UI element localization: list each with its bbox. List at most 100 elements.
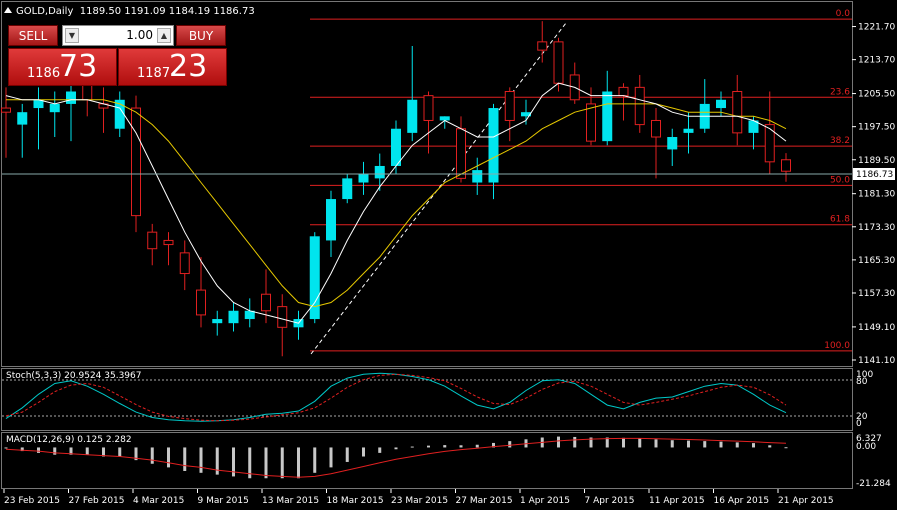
stoch-level-0: 0 bbox=[856, 419, 862, 429]
time-tick-label: 1 Apr 2015 bbox=[520, 496, 570, 506]
candle-body-bull bbox=[358, 174, 369, 183]
macd-bar bbox=[37, 447, 40, 453]
macd-bar bbox=[475, 444, 479, 448]
candle-body-bull bbox=[212, 319, 223, 324]
sell-button[interactable]: SELL bbox=[8, 25, 58, 46]
macd-bar bbox=[654, 439, 658, 448]
macd-bar bbox=[427, 445, 430, 448]
price-tick-label: 1141.10 bbox=[858, 356, 895, 366]
macd-bar bbox=[703, 441, 707, 448]
buy-button[interactable]: BUY bbox=[176, 25, 226, 46]
candle-body-bull bbox=[716, 99, 726, 109]
symbol-label: GOLD,Daily bbox=[16, 6, 74, 17]
candle-body-bear bbox=[504, 91, 515, 121]
candle-body-bear bbox=[781, 159, 791, 172]
time-tick-label: 7 Apr 2015 bbox=[585, 496, 635, 506]
macd-bar bbox=[199, 447, 203, 473]
candle-body-bull bbox=[683, 128, 694, 133]
buy-price-button[interactable]: 1187 23 bbox=[118, 48, 227, 86]
price-axis: 1221.70 1213.70 1205.50 1197.50 1189.50 1181.… bbox=[852, 23, 895, 366]
candle-body-bull bbox=[326, 199, 336, 241]
lot-decrease-icon[interactable]: ▼ bbox=[65, 28, 79, 43]
candle-body-bear bbox=[277, 306, 288, 328]
sell-price-pips: 73 bbox=[59, 49, 98, 84]
time-tick-label: 13 Mar 2015 bbox=[262, 496, 319, 506]
macd-bar bbox=[768, 445, 772, 448]
macd-bar bbox=[573, 436, 577, 448]
stoch-level-20-label: 20 bbox=[856, 412, 868, 422]
candle-body-bear bbox=[131, 107, 141, 217]
candle-body-bull bbox=[309, 236, 320, 320]
stoch-signal-line bbox=[5, 373, 787, 422]
stoch-main-line bbox=[5, 372, 787, 422]
lot-size-field[interactable]: ▼ 1.00 ▲ bbox=[62, 25, 174, 46]
fib-level-label: 61.8 bbox=[830, 215, 850, 225]
macd-bar bbox=[264, 447, 268, 479]
fib-level-label: 0.0 bbox=[836, 9, 851, 19]
macd-bar bbox=[589, 437, 593, 448]
price-tick-label: 1197.50 bbox=[858, 123, 895, 133]
stoch-panel-border bbox=[1, 368, 853, 431]
macd-bar bbox=[69, 447, 73, 455]
time-tick-label: 21 Apr 2015 bbox=[778, 496, 834, 506]
time-tick-label: 23 Feb 2015 bbox=[4, 496, 60, 506]
sell-price-button[interactable]: 1186 73 bbox=[8, 48, 117, 86]
macd-bar bbox=[183, 447, 187, 471]
current-price-tag bbox=[853, 168, 895, 180]
time-tick-label: 18 Mar 2015 bbox=[327, 496, 384, 506]
macd-level-top: 6.327 bbox=[856, 434, 882, 444]
candle-body-bear bbox=[179, 252, 190, 275]
macd-bar bbox=[85, 447, 89, 455]
macd-bar bbox=[557, 436, 560, 448]
macd-signal-line bbox=[5, 437, 787, 478]
candle-body-bear bbox=[732, 91, 743, 134]
candle-body-bull bbox=[667, 137, 678, 150]
macd-level-zero: 0.00 bbox=[856, 442, 876, 452]
macd-bar bbox=[410, 446, 414, 448]
candle-body-bull bbox=[17, 112, 28, 125]
time-tick-label: 11 Apr 2015 bbox=[649, 496, 705, 506]
candle-body-bear bbox=[651, 119, 661, 138]
fibonacci-retracement[interactable]: 0.0 23.6 38.2 50.0 61.8 100.0 bbox=[310, 9, 852, 352]
time-tick-label: 4 Mar 2015 bbox=[133, 496, 184, 506]
candle-body-bull bbox=[602, 91, 613, 142]
candle-body-bear bbox=[163, 239, 174, 246]
stoch-level-100: 100 bbox=[856, 370, 873, 380]
buy-price-major: 1187 bbox=[137, 66, 171, 81]
candle-body-bull bbox=[66, 91, 76, 104]
price-tick-label: 1205.50 bbox=[858, 90, 895, 100]
macd-bar bbox=[784, 447, 788, 449]
candle-body-bear bbox=[537, 41, 548, 51]
one-click-trading-panel: SELL ▼ 1.00 ▲ BUY 1186 73 1187 23 bbox=[6, 23, 227, 87]
price-tick-label: 1221.70 bbox=[858, 23, 895, 33]
price-tick-label: 1181.30 bbox=[858, 190, 895, 200]
macd-bar bbox=[297, 447, 300, 479]
macd-bar bbox=[492, 442, 495, 448]
price-tick-label: 1165.30 bbox=[858, 256, 895, 266]
macd-bar bbox=[167, 447, 170, 468]
lot-size-value[interactable]: 1.00 bbox=[126, 28, 153, 42]
fib-level-label: 38.2 bbox=[830, 136, 850, 146]
macd-bar bbox=[605, 437, 609, 448]
macd-bar bbox=[118, 447, 122, 457]
ohlc-values: 1189.50 1191.09 1184.19 1186.73 bbox=[79, 6, 255, 17]
candle-body-bear bbox=[586, 103, 596, 142]
macd-bar bbox=[345, 447, 349, 462]
candle-body-bull bbox=[391, 128, 401, 166]
candle-body-bull bbox=[439, 116, 450, 121]
macd-bar bbox=[232, 447, 235, 477]
macd-bar bbox=[20, 447, 24, 452]
current-price-text: 1186.73 bbox=[856, 170, 893, 180]
collapse-triangle-icon[interactable] bbox=[4, 7, 12, 13]
candle-body-bear bbox=[618, 86, 629, 97]
candle-body-bull bbox=[244, 310, 255, 320]
lot-increase-icon[interactable]: ▲ bbox=[157, 28, 171, 43]
candle-body-bull bbox=[374, 165, 385, 179]
moving-average-fast bbox=[5, 82, 787, 324]
candle-body-bull bbox=[342, 178, 353, 200]
time-tick-label: 9 Mar 2015 bbox=[198, 496, 249, 506]
candle-body-bull bbox=[488, 108, 499, 183]
candle-body-bull bbox=[49, 103, 60, 113]
